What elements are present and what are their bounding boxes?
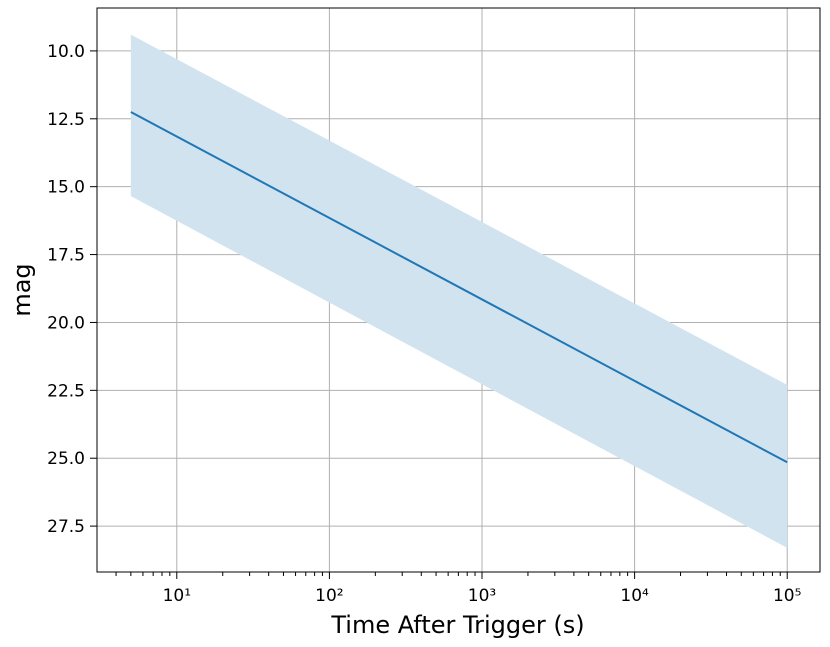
line xyxy=(130,111,788,464)
y-tick-label: 22.5 xyxy=(47,381,85,401)
plot-frame xyxy=(96,7,821,573)
y-tick-label: 27.5 xyxy=(47,517,85,537)
y-tick-label: 15.0 xyxy=(47,178,85,198)
x-tick-label: 10² xyxy=(315,586,343,606)
y-tick-label: 10.0 xyxy=(47,42,85,62)
y-tick-label: 25.0 xyxy=(47,449,85,469)
y-tick-label: 17.5 xyxy=(47,246,85,266)
y-axis-label: mag xyxy=(8,263,36,316)
y-tick-label: 20.0 xyxy=(47,313,85,333)
x-tick-label: 10³ xyxy=(468,586,496,606)
x-axis-label: Time After Trigger (s) xyxy=(330,611,584,639)
x-tick-label: 10¹ xyxy=(163,586,191,606)
x-tick-label: 10⁵ xyxy=(773,586,801,606)
band xyxy=(130,34,788,548)
y-tick-label: 12.5 xyxy=(47,110,85,130)
x-tick-label: 10⁴ xyxy=(620,586,649,606)
